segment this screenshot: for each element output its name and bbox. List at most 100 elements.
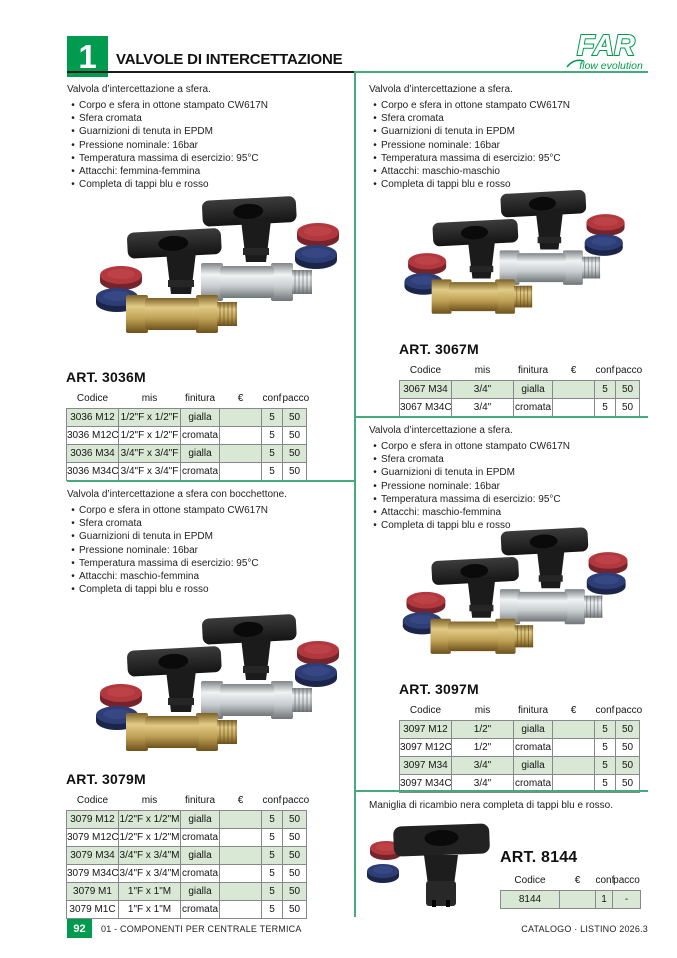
bullet-icon: • (373, 454, 377, 466)
bullet-icon: • (373, 100, 377, 111)
section-divider (355, 790, 648, 792)
article-title-3067m: ART. 3067M (399, 341, 479, 357)
table-row: 3079 M1 1"F x 1"M gialla 5 50 (66, 882, 307, 901)
feature-item: • Corpo e sfera in ottone stampato CW617N (67, 99, 350, 112)
brand-name: FAR (577, 30, 635, 62)
footer-catalog-label: CATALOGO · LISTINO 2026.3 (521, 924, 648, 934)
table-row: 3067 M34C 3/4" cromata 5 50 (399, 398, 640, 417)
price-table-8144: Codice € conf pacco 8144 1- (500, 873, 641, 909)
feature-item: • Attacchi: maschio-maschio (369, 165, 645, 178)
feature-item: • Temperatura massima di esercizio: 95°C (369, 152, 645, 165)
feature-item: • Sfera cromata (369, 453, 645, 466)
table-row: 3079 M1C 1"F x 1"M cromata 5 50 (66, 900, 307, 919)
column-header: conf (595, 875, 615, 886)
bullet-icon: • (71, 152, 75, 164)
table-row: 3036 M34C 3/4"F x 3/4"F cromata 5 50 (66, 462, 307, 481)
bullet-icon: • (373, 493, 377, 505)
description-intro: Valvola d’intercettazione a sfera. (369, 84, 513, 95)
table-row: 3097 M12C 1/2" cromata 5 50 (399, 738, 640, 757)
page-number-box: 92 (67, 919, 92, 938)
table-row: 3067 M34 3/4" gialla 5 50 (399, 380, 640, 399)
column-header: pacco (282, 393, 310, 404)
article-title-3097m: ART. 3097M (399, 681, 479, 697)
feature-item: • Temperatura massima di esercizio: 95°C (369, 493, 645, 506)
price-table-3079m: Codice mis finitura € conf pacco 3079 M12 1/2"F… (66, 793, 310, 919)
product-photo-3079m (80, 590, 345, 788)
header-rule-dark (67, 71, 354, 73)
article-title-3036m: ART. 3036M (66, 369, 146, 385)
feature-item: • Pressione nominale: 16bar (369, 480, 645, 493)
column-header: € (570, 705, 577, 716)
column-header: mis (474, 705, 491, 716)
feature-item: • Guarnizioni di tenuta in EPDM (369, 466, 645, 479)
feature-item: • Pressione nominale: 16bar (67, 139, 350, 152)
feature-item: • Sfera cromata (67, 517, 350, 530)
table-row: 3036 M12 1/2"F x 1/2"F gialla 5 50 (66, 408, 307, 427)
table-row: 3079 M12C 1/2"F x 1/2"M cromata 5 50 (66, 828, 307, 847)
table-row: 3097 M34C 3/4" cromata 5 50 (399, 774, 640, 793)
column-header: pacco (613, 875, 640, 886)
table-row: 3097 M34 3/4" gialla 5 50 (399, 756, 640, 775)
column-header: Codice (409, 705, 442, 716)
bullet-icon: • (373, 507, 377, 519)
price-table-3036m: Codice mis finitura € conf pacco 3036 M12 1/2"F… (66, 391, 310, 481)
bullet-icon: • (373, 139, 377, 151)
feature-item: • Corpo e sfera in ottone stampato CW617N (369, 440, 645, 453)
column-header: € (570, 365, 577, 376)
column-header: conf (262, 393, 282, 404)
bullet-icon: • (71, 571, 75, 583)
column-header: pacco (282, 795, 310, 806)
page-number: 92 (73, 922, 86, 935)
feature-list: • Corpo e sfera in ottone stampato CW617N… (369, 99, 645, 191)
product-photo-3097m (388, 505, 633, 688)
section-divider (355, 416, 648, 418)
product-photo-8144 (366, 815, 496, 915)
bullet-icon: • (373, 441, 377, 452)
table-row: 3079 M34 3/4"F x 3/4"M gialla 5 50 (66, 846, 307, 865)
column-header: € (574, 875, 581, 886)
table-row: 3079 M34C 3/4"F x 3/4"M cromata 5 50 (66, 864, 307, 883)
bullet-icon: • (71, 100, 75, 111)
column-header: mis (474, 365, 491, 376)
brand-tagline: flow evolution (579, 60, 643, 72)
feature-list: • Corpo e sfera in ottone stampato CW617N… (369, 440, 645, 532)
description-intro: Valvola d’intercettazione a sfera. (369, 425, 513, 436)
feature-item: • Completa di tappi blu e rosso (369, 178, 645, 191)
column-header: Codice (76, 393, 109, 404)
product-photo-3036m (80, 172, 345, 370)
table-row: 3097 M12 1/2" gialla 5 50 (399, 720, 640, 739)
feature-item: • Corpo e sfera in ottone stampato CW617N (67, 504, 350, 517)
column-header: pacco (615, 365, 643, 376)
column-header: Codice (76, 795, 109, 806)
description-intro: Maniglia di ricambio nera completa di ta… (369, 800, 614, 811)
bullet-icon: • (373, 467, 377, 479)
column-header: conf (595, 705, 615, 716)
description-3079m: Valvola d’intercettazione a sfera con bo… (67, 488, 350, 596)
bullet-icon: • (373, 113, 377, 125)
column-divider (354, 71, 356, 917)
feature-item: • Temperatura massima di esercizio: 95°C (67, 152, 350, 165)
bullet-icon: • (71, 179, 75, 191)
column-header: € (237, 393, 244, 404)
column-header: Codice (409, 365, 442, 376)
column-header: finitura (184, 795, 215, 806)
column-header: Codice (514, 875, 546, 886)
bullet-icon: • (71, 166, 75, 178)
feature-item: • Guarnizioni di tenuta in EPDM (369, 125, 645, 138)
column-header: conf (595, 365, 615, 376)
column-header: mis (141, 393, 158, 404)
page-title: VALVOLE DI INTERCETTAZIONE (116, 51, 343, 68)
column-header: finitura (184, 393, 215, 404)
far-logo-icon: FAR flow evolution (566, 29, 643, 72)
column-header: € (237, 795, 244, 806)
footer-section-label: 01 - COMPONENTI PER CENTRALE TERMICA (101, 924, 302, 934)
table-row: 8144 1- (500, 890, 641, 909)
bullet-icon: • (71, 544, 75, 556)
price-table-3097m: Codice mis finitura € conf pacco 3097 M12 1/2" g… (399, 703, 642, 793)
logo-swoosh-icon (566, 59, 585, 68)
product-photo-3067m (390, 168, 630, 347)
feature-list: • Corpo e sfera in ottone stampato CW617N… (67, 99, 350, 191)
feature-list: • Corpo e sfera in ottone stampato CW617N… (67, 504, 350, 596)
bullet-icon: • (71, 531, 75, 543)
